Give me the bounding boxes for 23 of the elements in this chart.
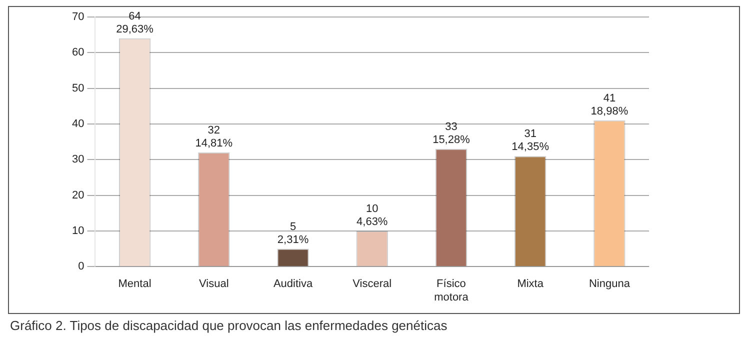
data-label: 33 15,28% bbox=[432, 120, 470, 146]
data-label: 31 14,35% bbox=[512, 128, 550, 154]
x-tick-label: Ninguna bbox=[588, 278, 631, 290]
y-tick-label: 10 bbox=[72, 224, 84, 237]
data-label: 32 14,81% bbox=[195, 124, 233, 150]
x-tick-label: Visual bbox=[199, 278, 229, 290]
y-tick-label: 50 bbox=[72, 82, 84, 94]
x-tick-label: Mental bbox=[118, 278, 152, 290]
x-tick-label: Físico motora bbox=[434, 278, 470, 304]
data-label: 41 18,98% bbox=[590, 92, 628, 118]
y-tick-label: 20 bbox=[72, 189, 84, 202]
x-tick-label: Auditiva bbox=[273, 278, 314, 290]
y-tick-label: 70 bbox=[72, 11, 84, 24]
y-tick-label: 30 bbox=[72, 154, 84, 166]
x-tick-label: Visceral bbox=[352, 278, 392, 290]
text: Gráfico 2. Tipos de discapacidad que provocan las enfermedades genéticas bbox=[10, 318, 448, 333]
data-label: 64 29,63% bbox=[116, 10, 154, 36]
data-label: 5 2,31% bbox=[277, 220, 309, 246]
y-tick-label: 60 bbox=[72, 46, 84, 59]
data-label: 10 4,63% bbox=[356, 202, 388, 228]
x-tick-label: Mixta bbox=[517, 278, 544, 290]
y-tick-label: 0 bbox=[78, 260, 84, 273]
y-tick-label: 40 bbox=[72, 118, 84, 130]
